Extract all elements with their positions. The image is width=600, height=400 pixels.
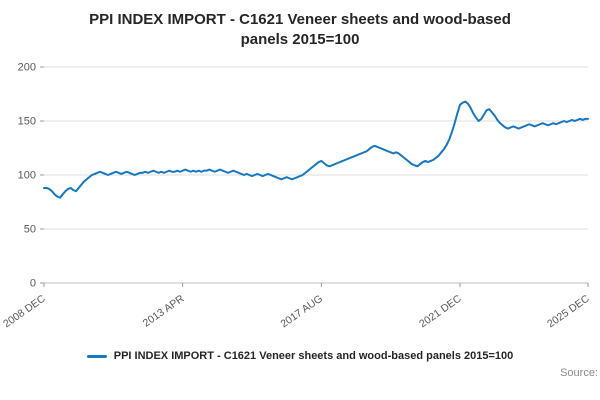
line-chart: 0 50 100 150 200 2008 DEC 2013 APR 2017 AUG 2021…: [1, 62, 592, 331]
legend-line-swatch: [86, 354, 107, 358]
chart-area: 0 50 100 150 200 2008 DEC 2013 APR 2017 AUG 2021…: [0, 51, 600, 348]
svg-text:150: 150: [18, 116, 36, 128]
source-label: Source:: [560, 367, 598, 379]
legend: PPI INDEX IMPORT - C1621 Veneer sheets a…: [0, 350, 600, 362]
svg-text:100: 100: [18, 170, 36, 182]
legend-label: PPI INDEX IMPORT - C1621 Veneer sheets a…: [113, 350, 514, 362]
svg-text:2008 DEC: 2008 DEC: [1, 292, 48, 330]
svg-text:2025 DEC: 2025 DEC: [545, 292, 592, 330]
svg-text:200: 200: [18, 62, 36, 74]
svg-text:2021 DEC: 2021 DEC: [417, 292, 464, 330]
svg-text:2017 AUG: 2017 AUG: [278, 293, 325, 331]
svg-text:0: 0: [30, 278, 36, 290]
svg-text:50: 50: [24, 224, 36, 236]
page-title: PPI INDEX IMPORT - C1621 Veneer sheets a…: [89, 11, 511, 48]
svg-text:2013 APR: 2013 APR: [141, 292, 187, 329]
